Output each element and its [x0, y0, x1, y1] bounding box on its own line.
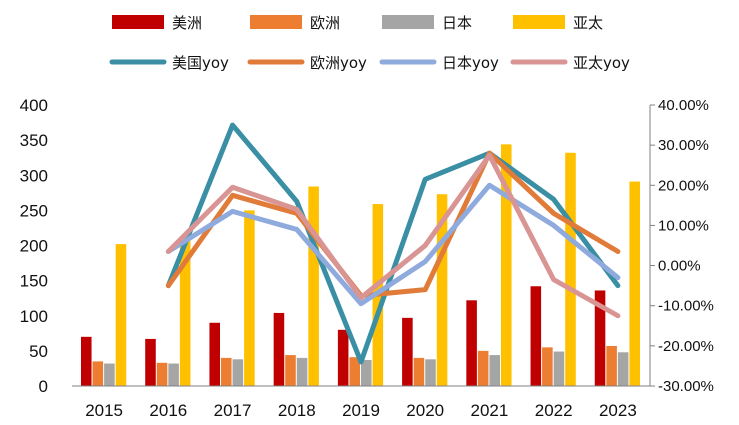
legend-item-欧洲: 欧洲 — [250, 14, 340, 32]
bar-亚太-2020 — [436, 194, 448, 386]
legend-item-欧洲yoy: 欧洲yoy — [247, 54, 367, 72]
bar-日本-2022 — [553, 351, 565, 386]
bar-欧洲-2023 — [606, 345, 617, 386]
legend-swatch — [382, 15, 434, 29]
x-tick-label: 2021 — [471, 401, 509, 420]
bar-欧洲-2015 — [92, 361, 104, 386]
bar-日本-2020 — [425, 359, 436, 386]
legend-label: 日本 — [442, 14, 472, 32]
bar-美洲-2017 — [209, 322, 220, 386]
bar-欧洲-2016 — [156, 362, 168, 386]
y-right-tick-label: 30.00% — [658, 137, 709, 154]
legend-item-亚太yoy: 亚太yoy — [510, 54, 630, 72]
x-tick-label: 2017 — [214, 401, 252, 420]
y-right-tick-label: 20.00% — [658, 177, 709, 194]
legend-label: 美洲 — [172, 14, 202, 32]
legend-label: 亚太yoy — [573, 54, 630, 72]
legend-label: 日本yoy — [442, 54, 499, 72]
bar-美洲-2016 — [145, 338, 156, 386]
y-left-tick-label: 200 — [20, 237, 48, 256]
line-欧洲yoy — [165, 150, 621, 299]
bar-美洲-2015 — [80, 336, 92, 386]
bar-美洲-2019 — [337, 329, 349, 386]
legend-item-日本: 日本 — [382, 14, 472, 32]
x-tick-label: 2023 — [599, 401, 637, 420]
y-right-tick-label: 10.00% — [658, 217, 709, 234]
line-亚太yoy — [165, 152, 621, 319]
y-left-tick-label: 250 — [20, 201, 48, 220]
bar-亚太-2016 — [179, 238, 191, 386]
legend-swatch — [513, 15, 565, 29]
bar-亚太-2021 — [501, 144, 512, 386]
bar-亚太-2022 — [565, 152, 576, 386]
bar-美洲-2021 — [466, 300, 477, 386]
bar-欧洲-2017 — [220, 357, 232, 386]
x-tick-label: 2016 — [149, 401, 187, 420]
line-美国yoy — [165, 122, 621, 365]
bar-亚太-2023 — [629, 181, 641, 386]
bar-欧洲-2022 — [542, 347, 553, 386]
bar-日本-2021 — [489, 355, 501, 386]
bar-欧洲-2021 — [477, 350, 489, 386]
x-tick-label: 2015 — [85, 401, 123, 420]
bar-日本-2023 — [617, 352, 629, 386]
y-left-tick-label: 400 — [20, 96, 48, 115]
bar-日本-2019 — [361, 360, 372, 386]
bars-layer — [80, 144, 641, 386]
legend-item-亚太: 亚太 — [513, 14, 603, 32]
bar-美洲-2020 — [402, 317, 413, 386]
bar-亚太-2015 — [115, 244, 127, 386]
bar-日本-2018 — [296, 357, 308, 386]
bar-欧洲-2020 — [413, 357, 425, 386]
legend-item-美国yoy: 美国yoy — [109, 54, 229, 72]
legend-label: 亚太 — [573, 14, 603, 32]
y-left-tick-label: 100 — [20, 307, 48, 326]
bar-亚太-2018 — [308, 186, 319, 386]
bar-美洲-2023 — [594, 290, 606, 386]
y-right-tick-label: -20.00% — [658, 338, 714, 355]
y-right-tick-label: 0.00% — [658, 258, 701, 275]
y-left-tick-label: 300 — [20, 166, 48, 185]
y-right-tick-label: -10.00% — [658, 298, 714, 315]
lines-layer — [165, 122, 621, 365]
legend-item-美洲: 美洲 — [112, 14, 202, 32]
x-tick-label: 2022 — [535, 401, 573, 420]
bar-日本-2015 — [104, 363, 115, 386]
y-right-tick-label: 40.00% — [658, 97, 709, 114]
y-left-tick-label: 350 — [20, 131, 48, 150]
legend-swatch — [112, 15, 164, 29]
legend-label: 美国yoy — [172, 54, 229, 72]
legend-label: 欧洲 — [310, 14, 340, 32]
line-日本yoy — [165, 182, 621, 307]
bar-欧洲-2018 — [285, 355, 296, 386]
y-left-tick-label: 0 — [39, 377, 48, 396]
x-tick-label: 2019 — [342, 401, 380, 420]
x-tick-label: 2018 — [278, 401, 316, 420]
legend-item-日本yoy: 日本yoy — [379, 54, 499, 72]
x-tick-label: 2020 — [406, 401, 444, 420]
bar-亚太-2017 — [244, 210, 255, 386]
y-left-tick-label: 150 — [20, 272, 48, 291]
legend-label: 欧洲yoy — [310, 54, 367, 72]
bar-日本-2017 — [232, 359, 244, 386]
bar-美洲-2022 — [530, 286, 542, 386]
bar-欧洲-2019 — [349, 357, 360, 386]
bar-日本-2016 — [168, 363, 179, 386]
axes-layer: 0 50 100 150 200 250 300 350 400 -30.00% -20.00% -1… — [20, 96, 714, 420]
y-left-tick-label: 50 — [29, 342, 48, 361]
bar-美洲-2018 — [273, 312, 285, 386]
legend-swatch — [250, 15, 302, 29]
y-right-tick-label: -30.00% — [658, 378, 714, 395]
